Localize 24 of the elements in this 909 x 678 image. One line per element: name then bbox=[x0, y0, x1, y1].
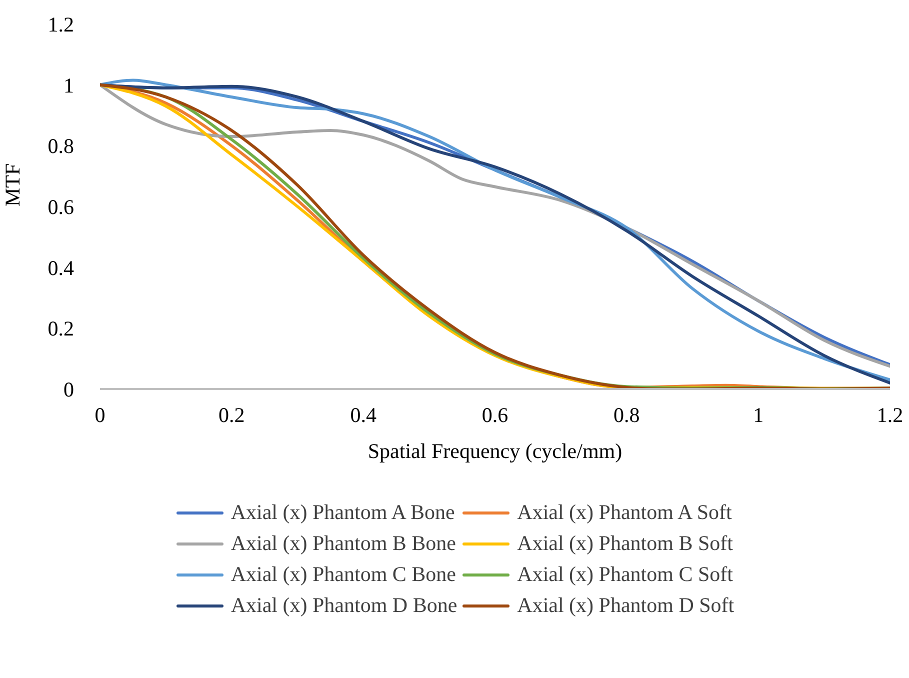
y-tick-label: 0.8 bbox=[48, 134, 74, 158]
legend-label: Axial (x) Phantom C Bone bbox=[230, 562, 456, 587]
legend-label: Axial (x) Phantom A Bone bbox=[230, 500, 455, 525]
y-tick-label: 1 bbox=[64, 73, 74, 98]
legend-label: Axial (x) Phantom B Bone bbox=[230, 531, 456, 556]
x-tick-label: 0 bbox=[94, 402, 106, 427]
x-tick-label: 0.4 bbox=[350, 402, 377, 427]
legend-label: Axial (x) Phantom A Soft bbox=[517, 500, 732, 525]
x-tick-label: 0.8 bbox=[614, 402, 640, 427]
x-tick-label: 0.2 bbox=[218, 402, 245, 427]
y-axis-title: MTF bbox=[0, 163, 24, 206]
y-tick-label: 1.2 bbox=[48, 12, 74, 36]
y-tick-label: 0.2 bbox=[48, 316, 74, 341]
y-tick-label: 0.4 bbox=[48, 256, 74, 280]
x-tick-label: 1 bbox=[753, 402, 764, 427]
legend-label: Axial (x) Phantom C Soft bbox=[517, 562, 733, 587]
y-tick-label: 0 bbox=[64, 377, 74, 402]
legend-label: Axial (x) Phantom D Soft bbox=[517, 593, 734, 618]
x-tick-label: 1.2 bbox=[876, 402, 904, 427]
y-tick-label: 0.6 bbox=[48, 194, 74, 219]
legend-label: Axial (x) Phantom B Soft bbox=[517, 531, 733, 556]
x-tick-label: 0.6 bbox=[482, 402, 508, 427]
x-axis-title: Spatial Frequency (cycle/mm) bbox=[368, 439, 622, 463]
legend-label: Axial (x) Phantom D Bone bbox=[230, 593, 458, 618]
